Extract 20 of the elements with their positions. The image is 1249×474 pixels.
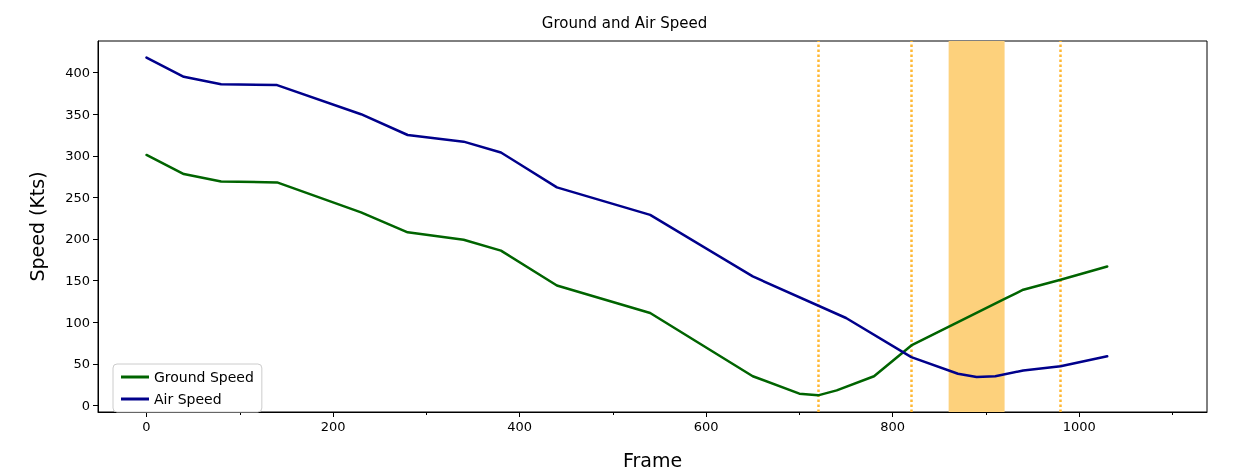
y-tick-label: 100 bbox=[65, 314, 90, 330]
y-tick-label: 200 bbox=[65, 231, 90, 247]
y-tick-label: 150 bbox=[65, 273, 90, 289]
legend-label: Air Speed bbox=[154, 391, 222, 407]
x-tick-label: 600 bbox=[693, 419, 719, 434]
y-tick-label: 250 bbox=[65, 189, 90, 205]
x-tick-label: 400 bbox=[507, 419, 532, 434]
x-tick-label: 200 bbox=[320, 419, 346, 434]
y-axis-title: Speed (Kts) bbox=[25, 171, 48, 282]
y-tick-label: 0 bbox=[81, 397, 90, 413]
x-tick-label: 800 bbox=[880, 419, 906, 434]
x-tick-label: 1000 bbox=[1062, 419, 1096, 434]
x-tick-label: 0 bbox=[142, 419, 151, 434]
y-tick-label: 300 bbox=[65, 148, 90, 164]
legend-label: Ground Speed bbox=[154, 369, 254, 385]
chart-title: Ground and Air Speed bbox=[541, 13, 708, 32]
y-tick-label: 350 bbox=[65, 106, 90, 122]
x-axis-title: Frame bbox=[622, 448, 683, 471]
y-tick-label: 400 bbox=[65, 65, 90, 81]
y-tick-label: 50 bbox=[73, 356, 90, 372]
